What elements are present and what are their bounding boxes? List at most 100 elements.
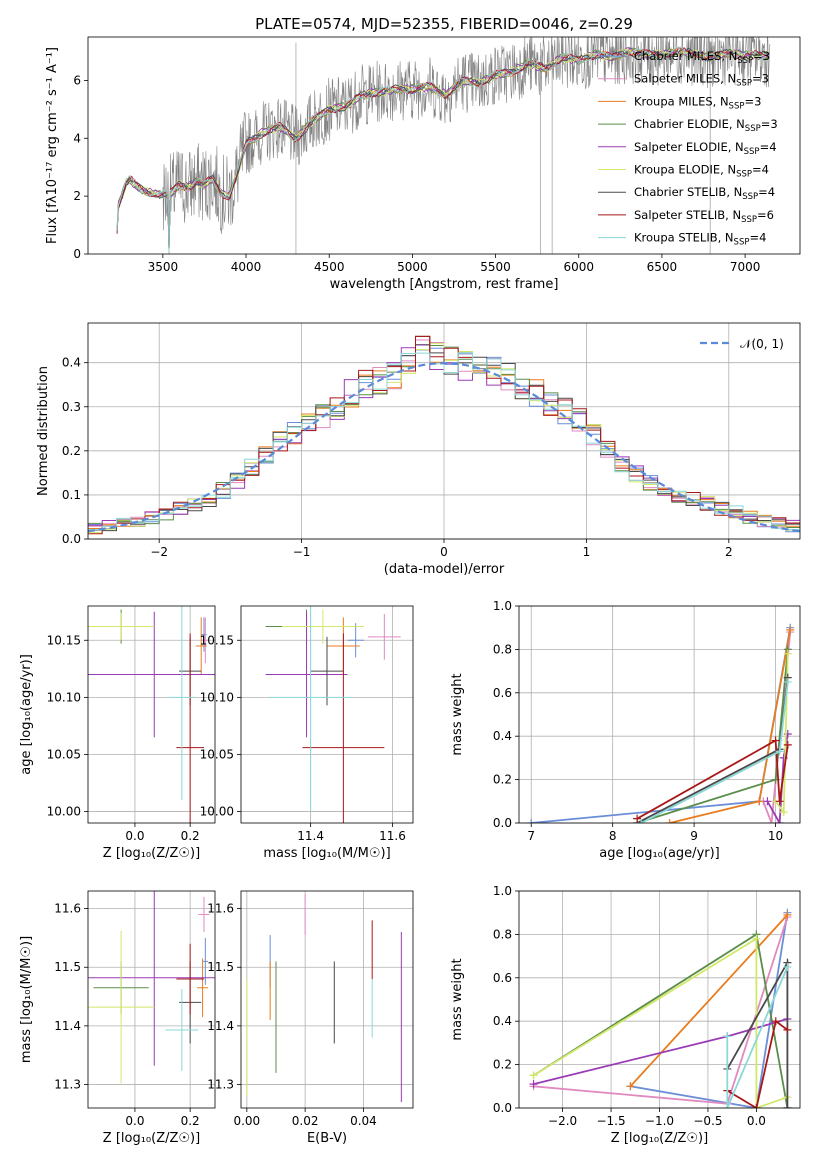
y-axis-label: mass [log₁₀(M/M☉)]: [19, 936, 34, 1063]
axes-frame: [87, 605, 216, 824]
errorbar-kroupa-elodie: [281, 609, 364, 644]
x-tick-label: 0.04: [350, 1114, 377, 1128]
data-point-marker: [775, 747, 784, 756]
y-tick-label: 0.4: [493, 729, 512, 743]
y-tick-label: 10.15: [200, 633, 234, 647]
series-line-salpeter-miles: [533, 916, 789, 1105]
axes-spectrum: 3500 4000 4500 5000 5500 6000 6500 7000 0 2 4 6 wave…: [45, 36, 801, 292]
y-tick-label: 0.8: [493, 927, 512, 941]
model-line-chabrier-stelib: [116, 48, 770, 254]
errorbar-salpeter-elodie: [88, 891, 215, 1066]
x-tick-label: 2: [725, 545, 733, 559]
y-tick-label: 4: [73, 131, 81, 145]
errorbar-chabrier-miles: [347, 623, 364, 658]
y-axis-label: Normed distribution: [36, 366, 51, 496]
legend-label: Kroupa STELIB, NSSP=4: [634, 231, 766, 248]
x-tick-label: −2.0: [548, 1114, 577, 1128]
errorbar-salpeter-stelib: [176, 943, 204, 1015]
series-line-kroupa-miles: [629, 914, 789, 1087]
x-tick-label: 5000: [397, 260, 428, 274]
data-point-marker: [775, 797, 784, 806]
x-tick-label: 0.0: [747, 1114, 766, 1128]
plot-area-spectrum: [116, 37, 771, 254]
y-tick-label: 0.3: [62, 400, 81, 414]
data-point-marker: [763, 797, 772, 806]
x-axis-label: Z [log₁₀(Z/Z☉)]: [103, 846, 200, 861]
errorbar-salpeter-miles: [198, 896, 210, 933]
y-tick-label: 10.00: [200, 805, 234, 819]
y-tick-label: 10.05: [200, 747, 234, 761]
series-line-kroupa-stelib: [726, 966, 789, 1108]
x-axis-label: E(B-V): [307, 1131, 347, 1146]
axes-massweight-vs-age: 7 8 9 10 0.0 0.2 0.4 0.6 0.8 1.0 age [log₁₀(age/yr…: [450, 599, 801, 861]
x-tick-label: 11.6: [379, 829, 406, 843]
x-tick-label: 5500: [480, 260, 511, 274]
errorbar-kroupa-stelib: [269, 606, 352, 812]
data-point-marker: [752, 1104, 761, 1108]
plot-area-mass-vs-Z: [88, 891, 215, 1084]
errorbar-kroupa-miles: [197, 958, 209, 1018]
y-tick-label: 11.5: [54, 960, 81, 974]
plot-area-residuals: [88, 335, 800, 539]
y-tick-label: 6: [73, 73, 81, 87]
y-tick-label: 0.0: [62, 532, 81, 546]
x-tick-label: 0: [440, 545, 448, 559]
errorbar-kroupa-stelib: [168, 606, 196, 801]
errorbar-salpeter-miles: [201, 617, 210, 664]
axes-age-vs-Z: 0.0 0.2 10.00 10.05 10.10 10.15 Z [log₁₀(Z/Z☉)…: [19, 605, 216, 861]
legend-label: Chabrier MILES, NSSP=3: [634, 49, 770, 66]
y-tick-label: 11.3: [54, 1078, 81, 1092]
data-point-marker: [783, 677, 792, 686]
plot-area-age-vs-mass: [265, 606, 401, 823]
data-point-marker: [783, 962, 792, 971]
y-tick-label: 2: [73, 189, 81, 203]
y-tick-label: 11.6: [207, 902, 234, 916]
axes-residuals: −2 −1 0 1 2 0.0 0.1 0.2 0.3 0.4 (data-model)/error…: [36, 322, 801, 577]
legend-label: Chabrier ELODIE, NSSP=3: [634, 117, 778, 134]
axes-frame: [87, 322, 801, 540]
legend-label: 𝒩(0, 1): [740, 337, 784, 351]
axes-massweight-vs-Z: −2.0 −1.5 −1.0 −0.5 0.0 0.0 0.2 0.4 0.6 0.8 1.0 Z […: [450, 884, 801, 1146]
data-point-marker: [767, 819, 776, 823]
y-tick-label: 0.0: [493, 1101, 512, 1115]
x-axis-label: Z [log₁₀(Z/Z☉)]: [103, 1131, 200, 1146]
axes-frame: [240, 605, 414, 824]
y-tick-label: 0: [73, 247, 81, 261]
normal-curve: [88, 361, 800, 533]
figure-title: PLATE=0574, MJD=52355, FIBERID=0046, z=0…: [255, 15, 633, 33]
plot-area-massweight-vs-age: [527, 623, 795, 823]
x-tick-label: 9: [690, 829, 698, 843]
axes-frame: [518, 605, 801, 824]
x-tick-label: 7000: [730, 260, 761, 274]
y-tick-label: 0.8: [493, 642, 512, 656]
axes-frame: [240, 890, 414, 1109]
x-tick-label: −1.0: [645, 1114, 674, 1128]
y-tick-label: 0.4: [493, 1014, 512, 1028]
data-point-marker: [783, 1104, 792, 1108]
y-tick-label: 11.4: [207, 1019, 234, 1033]
data-point-marker: [665, 819, 674, 823]
errorbar-salpeter-miles: [367, 613, 401, 660]
y-tick-label: 11.3: [207, 1078, 234, 1092]
x-tick-label: 4000: [231, 260, 262, 274]
x-tick-label: −1: [293, 545, 311, 559]
data-point-marker: [771, 736, 780, 745]
y-tick-label: 0.0: [493, 816, 512, 830]
data-point-marker: [783, 910, 792, 919]
y-tick-label: 0.1: [62, 488, 81, 502]
errorbar-kroupa-stelib: [165, 988, 199, 1072]
y-tick-label: 10.10: [47, 690, 81, 704]
plot-area-mass-vs-ebv: [246, 893, 402, 1103]
data-point-marker: [637, 819, 646, 823]
y-tick-label: 11.6: [54, 902, 81, 916]
x-tick-label: 6000: [563, 260, 594, 274]
legend-label: Salpeter STELIB, NSSP=6: [634, 208, 774, 225]
data-point-marker: [779, 808, 788, 817]
x-tick-label: −2: [150, 545, 168, 559]
data-point-marker: [755, 797, 764, 806]
y-tick-label: 10.15: [47, 633, 81, 647]
x-tick-label: −0.5: [693, 1114, 722, 1128]
data-point-marker: [529, 1080, 538, 1089]
errorbar-salpeter-stelib: [176, 633, 204, 823]
data-point-marker: [723, 1104, 732, 1108]
